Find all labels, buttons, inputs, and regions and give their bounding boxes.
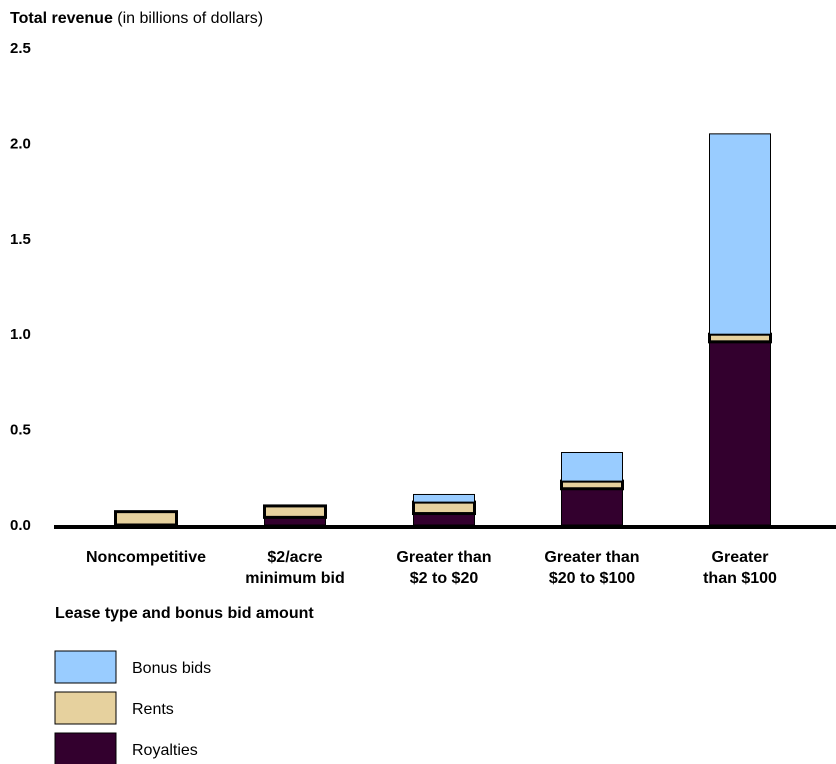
x-category-label: Greater than xyxy=(396,549,491,566)
x-category-label: $20 to $100 xyxy=(549,570,635,587)
bar-royalties xyxy=(413,513,475,526)
bar-rents xyxy=(114,510,178,527)
y-tick-label: 0.0 xyxy=(10,517,31,534)
y-tick-label: 2.0 xyxy=(10,135,31,152)
x-category-label: Greater xyxy=(712,549,769,566)
bar-bonus-bids xyxy=(413,493,475,503)
bar-rents xyxy=(263,504,327,519)
y-axis-ticks: 0.0 0.5 1.0 1.5 2.0 2.5 xyxy=(10,40,31,534)
legend-label: Rents xyxy=(132,701,174,718)
x-category-label: Noncompetitive xyxy=(86,549,206,566)
x-category-label: minimum bid xyxy=(245,570,345,587)
legend: Bonus bids Rents Royalties xyxy=(54,650,211,764)
x-axis-categories: Noncompetitive $2/acre minimum bid Greater … xyxy=(86,549,777,587)
bar-bonus-bids xyxy=(709,133,771,335)
x-category-label: Greater than xyxy=(544,549,639,566)
legend-swatch xyxy=(54,650,117,684)
y-axis-title: Total revenue (in billions of dollars) xyxy=(10,10,263,27)
bars xyxy=(114,133,772,527)
x-category-label: than $100 xyxy=(703,570,777,587)
y-tick-label: 0.5 xyxy=(10,422,31,439)
y-axis-title-rest: (in billions of dollars) xyxy=(113,10,263,27)
bar-rents xyxy=(412,500,476,516)
bar-royalties xyxy=(709,341,771,526)
bar-bonus-bids xyxy=(561,451,623,482)
bar-royalties xyxy=(561,488,623,526)
x-category-label: $2/acre xyxy=(267,549,322,566)
legend-label: Bonus bids xyxy=(132,660,211,677)
x-axis-title: Lease type and bonus bid amount xyxy=(55,605,314,622)
bar-rents xyxy=(560,479,624,491)
y-tick-label: 2.5 xyxy=(10,40,31,57)
legend-swatch xyxy=(54,691,117,725)
y-axis-title-bold: Total revenue xyxy=(10,10,113,27)
legend-label: Royalties xyxy=(132,742,198,759)
bar-rents xyxy=(708,332,772,344)
y-tick-label: 1.5 xyxy=(10,231,31,248)
legend-swatch xyxy=(54,732,117,764)
x-category-label: $2 to $20 xyxy=(410,570,479,587)
y-tick-label: 1.0 xyxy=(10,326,31,343)
